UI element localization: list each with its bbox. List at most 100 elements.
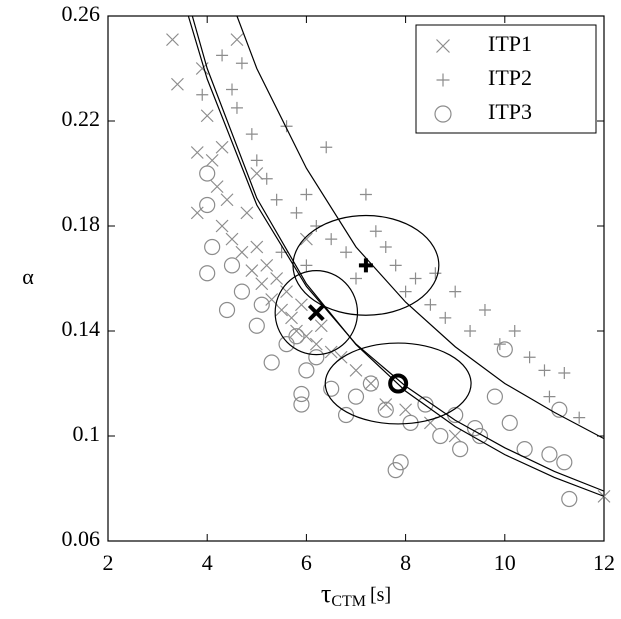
data-point [448,429,462,443]
data-point [290,324,303,338]
data-point [432,427,449,445]
mean-marker [358,258,373,273]
data-point [359,188,372,201]
data-point [449,285,462,298]
data-point [215,219,229,233]
data-point [250,154,263,167]
data-point [230,101,243,114]
data-point [245,128,258,141]
data-point [486,388,503,405]
data-point [471,427,489,445]
data-point [210,180,224,194]
x-tick-label: 12 [593,550,615,575]
data-point [253,296,270,313]
x-axis-label: τCTM [s] [321,579,391,610]
data-point [220,193,234,207]
data-point [347,388,365,405]
data-point [308,349,325,366]
data-point [424,298,437,311]
data-point [409,272,422,285]
y-tick-label: 0.18 [62,211,101,236]
data-point [323,380,340,397]
data-point [235,57,248,70]
data-point [230,33,244,47]
data-point [204,238,221,256]
data-point [447,406,464,424]
data-point [190,206,204,220]
data-point [280,120,293,133]
data-point [166,33,179,47]
confidence-ellipse [274,270,359,356]
data-point [245,264,259,278]
data-point [260,172,273,185]
data-point [225,232,239,246]
data-point [196,88,209,101]
data-point [350,272,362,285]
data-point [250,240,264,254]
x-tick-label: 4 [202,550,213,575]
data-point [248,317,265,334]
legend-marker [436,39,450,53]
legend-label: ITP2 [488,65,532,90]
data-point [278,336,295,353]
data-point [558,367,571,379]
data-point [561,490,578,508]
legend-label: ITP3 [488,99,532,124]
data-point [362,375,379,392]
data-point [215,140,229,154]
x-label-unit: [s] [370,584,391,606]
confidence-ellipse [324,342,472,425]
data-point [387,462,404,479]
data-point [439,311,452,324]
fit-curve [187,16,604,492]
data-point [270,272,284,285]
data-point [379,398,393,411]
data-point [223,257,241,274]
data-point [464,325,477,337]
data-point [309,337,323,351]
data-point [226,83,238,96]
y-tick-label: 0.22 [62,106,101,131]
data-point [270,193,283,206]
fit-curve [191,16,604,497]
data-point [349,363,363,377]
legend-marker [436,73,450,87]
data-point [216,49,229,62]
legend-label: ITP1 [488,31,532,56]
data-point [275,303,289,317]
y-tick-label: 0.14 [62,316,101,341]
x-tick-label: 10 [494,550,516,575]
data-point [541,446,558,463]
data-point [233,283,251,300]
data-point [466,420,484,437]
data-point [501,414,518,431]
data-point [199,265,216,282]
data-point [340,246,353,259]
data-point [452,441,469,458]
legend-marker [434,105,452,123]
x-label-subscript: CTM [331,593,366,610]
data-point [556,454,573,471]
data-point [389,259,402,272]
data-point [263,354,280,371]
data-point [199,196,216,214]
y-tick-label: 0.06 [62,526,101,551]
data-point [199,165,216,182]
data-point [299,232,313,246]
data-point [260,258,274,272]
data-point [496,341,513,358]
data-point [290,206,303,219]
data-point [377,401,394,418]
data-point [171,77,184,91]
y-tick-label: 0.1 [73,421,101,446]
data-point [543,390,556,403]
data-point [320,141,333,154]
data-point [218,301,236,319]
data-point [295,298,308,312]
x-tick-label: 6 [301,550,312,575]
data-point [300,188,313,201]
data-point [325,233,338,246]
data-point [200,109,214,123]
data-point [288,328,305,345]
